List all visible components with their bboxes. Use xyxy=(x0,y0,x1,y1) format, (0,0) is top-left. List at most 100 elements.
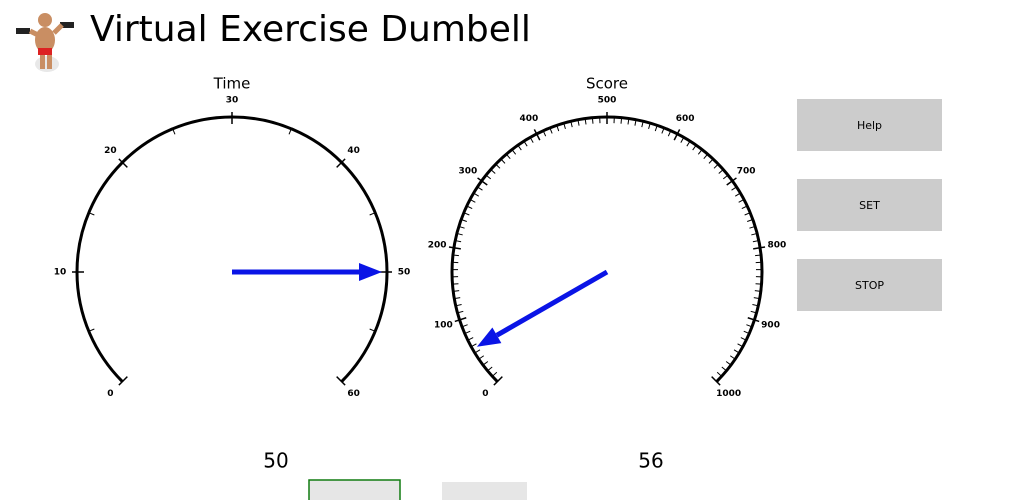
minor-tick xyxy=(556,125,560,132)
minor-tick xyxy=(463,212,470,216)
minor-tick xyxy=(692,144,697,151)
minor-tick xyxy=(648,123,651,130)
tick-label: 10 xyxy=(54,268,67,278)
gauge-value: 56 xyxy=(638,449,663,473)
minor-tick xyxy=(500,158,506,164)
button-label: SET xyxy=(859,199,880,212)
minor-tick xyxy=(461,324,468,328)
minor-tick xyxy=(495,163,501,169)
bottom-button[interactable] xyxy=(308,479,401,500)
tick-label: 40 xyxy=(347,146,360,156)
minor-tick xyxy=(458,225,465,229)
minor-tick xyxy=(733,349,740,354)
minor-tick xyxy=(641,121,644,128)
gauge: Time 0 10 20 30 40 50 60 50 xyxy=(54,75,411,473)
minor-tick xyxy=(482,361,489,366)
minor-tick xyxy=(740,337,747,341)
minor-tick xyxy=(453,290,460,292)
minor-tick xyxy=(452,254,459,257)
needle xyxy=(232,263,382,281)
minor-tick xyxy=(722,174,729,180)
minor-tick xyxy=(464,330,471,335)
minor-tick xyxy=(721,366,727,372)
minor-tick xyxy=(563,123,566,130)
minor-tick xyxy=(455,240,462,243)
minor-tick xyxy=(511,149,517,155)
minor-tick xyxy=(627,118,630,125)
tick-label: 30 xyxy=(226,96,239,106)
minor-tick xyxy=(591,117,594,124)
minor-tick xyxy=(505,153,511,160)
minor-tick xyxy=(654,125,658,132)
minor-tick xyxy=(473,192,480,197)
major-tick xyxy=(477,177,488,186)
tick-label: 800 xyxy=(767,241,786,251)
gauge-value: 50 xyxy=(263,449,288,473)
major-tick xyxy=(711,376,721,386)
needle-head xyxy=(476,327,502,347)
minor-tick xyxy=(737,343,744,348)
minor-tick xyxy=(369,212,376,216)
minor-tick xyxy=(667,130,672,137)
minor-tick xyxy=(474,349,481,354)
minor-tick xyxy=(523,140,528,147)
bottom-button[interactable] xyxy=(442,482,527,500)
minor-tick xyxy=(455,304,462,307)
tick-label: 700 xyxy=(737,166,756,176)
button[interactable] xyxy=(797,179,942,231)
minor-tick xyxy=(752,304,759,307)
tick-label: 300 xyxy=(458,166,477,176)
minor-tick xyxy=(634,119,637,126)
major-tick xyxy=(336,158,346,168)
button-label: Help xyxy=(857,119,882,132)
tick-label: 200 xyxy=(428,241,447,251)
minor-tick xyxy=(708,158,714,164)
minor-tick xyxy=(713,163,719,169)
major-tick xyxy=(448,246,461,250)
minor-tick xyxy=(542,130,547,137)
tick-label: 20 xyxy=(104,146,117,156)
major-tick xyxy=(726,177,737,186)
minor-tick xyxy=(549,127,553,134)
major-tick xyxy=(747,317,760,323)
minor-tick xyxy=(467,337,474,341)
minor-tick xyxy=(620,117,623,124)
minor-tick xyxy=(470,343,477,348)
minor-tick xyxy=(529,137,534,143)
tick-label: 0 xyxy=(107,389,113,399)
tick-label: 900 xyxy=(761,321,780,331)
major-tick xyxy=(533,129,541,141)
minor-tick xyxy=(517,144,522,151)
gauge-label: Time xyxy=(213,75,251,93)
needle-shaft xyxy=(495,269,609,338)
tick-label: 50 xyxy=(398,268,411,278)
tick-label: 400 xyxy=(520,114,539,124)
minor-tick xyxy=(751,232,758,236)
major-tick xyxy=(454,317,467,323)
major-tick xyxy=(336,376,346,386)
minor-tick xyxy=(584,118,587,125)
app-icon xyxy=(16,13,74,72)
button[interactable] xyxy=(797,99,942,151)
minor-tick xyxy=(88,328,95,332)
minor-tick xyxy=(738,199,745,203)
minor-tick xyxy=(477,186,483,191)
major-tick xyxy=(118,376,128,386)
major-tick xyxy=(753,246,766,250)
button[interactable] xyxy=(797,259,942,311)
minor-tick xyxy=(731,186,737,191)
needle-head xyxy=(359,263,382,281)
minor-tick xyxy=(755,254,762,257)
minor-tick xyxy=(725,361,732,366)
minor-tick xyxy=(456,232,463,236)
minor-tick xyxy=(88,212,95,216)
needle xyxy=(476,269,609,347)
minor-tick xyxy=(680,137,685,143)
tick-label: 1000 xyxy=(716,389,741,399)
minor-tick xyxy=(729,355,736,360)
minor-tick xyxy=(750,310,757,314)
minor-tick xyxy=(716,371,722,377)
major-tick xyxy=(118,158,128,168)
minor-tick xyxy=(490,169,496,174)
